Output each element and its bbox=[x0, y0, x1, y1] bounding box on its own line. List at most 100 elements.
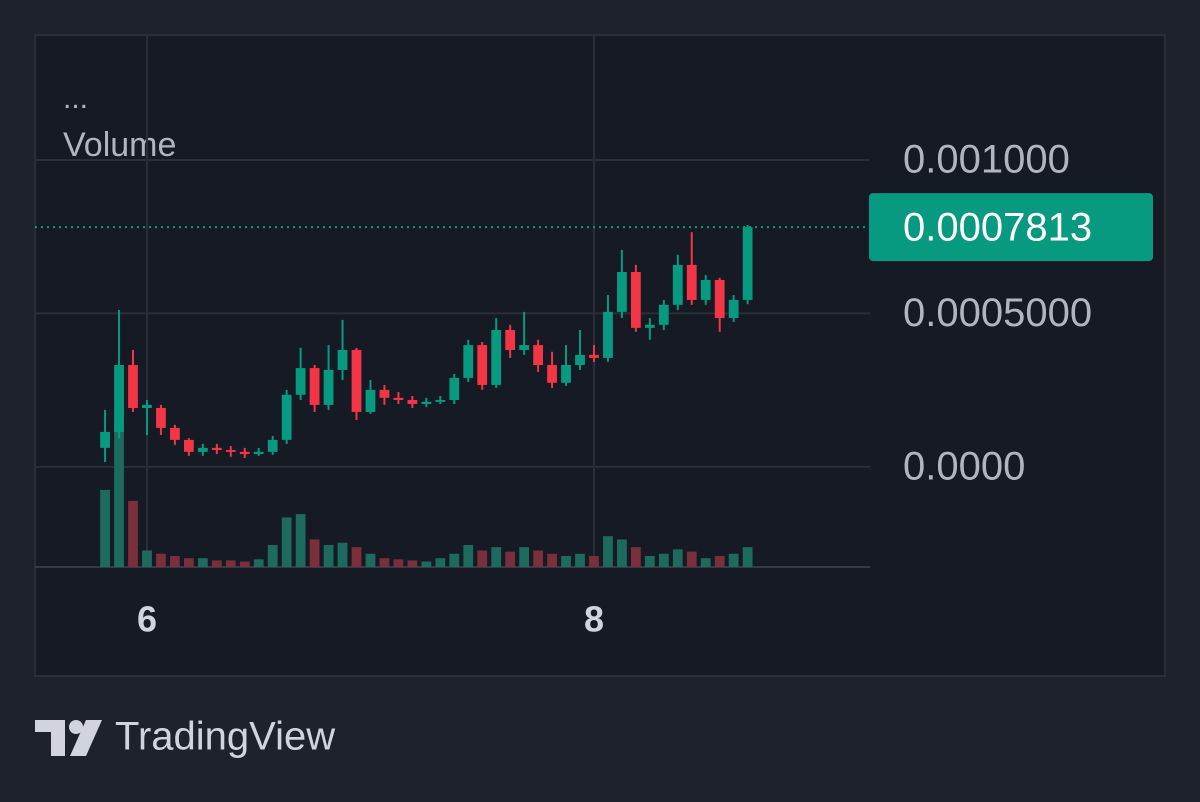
candle-body bbox=[156, 407, 166, 428]
candle-body bbox=[379, 389, 390, 398]
volume-bar bbox=[114, 423, 124, 567]
candle-body bbox=[477, 345, 488, 385]
volume-bar bbox=[672, 549, 683, 567]
candle-body bbox=[449, 377, 460, 401]
volume-bar bbox=[435, 558, 446, 567]
candle-body bbox=[142, 404, 152, 408]
volume-bar bbox=[170, 555, 180, 567]
y-tick-label: 0.001000 bbox=[903, 138, 1070, 182]
candle-body bbox=[617, 271, 627, 312]
candle-body bbox=[267, 439, 278, 452]
volume-bar bbox=[267, 544, 278, 567]
volume-bar bbox=[393, 559, 404, 567]
candle-body bbox=[519, 345, 530, 350]
volume-bar bbox=[183, 558, 194, 567]
volume-bar bbox=[100, 489, 110, 567]
y-tick-label: 0.0005000 bbox=[903, 291, 1092, 335]
candle-body bbox=[491, 330, 502, 385]
candle-body bbox=[183, 439, 194, 452]
volume-bar bbox=[197, 558, 208, 567]
volume-bar bbox=[644, 555, 655, 567]
volume-bar bbox=[547, 553, 557, 567]
candle-body bbox=[197, 447, 208, 452]
last-price-badge bbox=[869, 193, 1153, 262]
candle-body bbox=[728, 299, 739, 319]
volume-bar bbox=[700, 558, 711, 567]
volume-bar bbox=[491, 547, 502, 567]
candle-body bbox=[295, 368, 306, 395]
candle-body bbox=[407, 400, 418, 404]
candle-body bbox=[170, 427, 180, 440]
candle-body bbox=[658, 304, 669, 325]
volume-label: Volume bbox=[63, 126, 176, 164]
candle-body bbox=[225, 450, 236, 452]
volume-bar bbox=[658, 553, 669, 567]
candle-body bbox=[309, 368, 320, 405]
volume-bar bbox=[603, 536, 613, 567]
candle-body bbox=[463, 345, 474, 378]
candle-body bbox=[253, 451, 264, 455]
volume-bar bbox=[239, 561, 250, 567]
candle-body bbox=[644, 324, 655, 328]
x-tick-label: 6 bbox=[137, 599, 157, 640]
candle-body bbox=[714, 279, 725, 319]
candle-body bbox=[686, 264, 697, 300]
volume-bar bbox=[253, 559, 264, 567]
candle-body bbox=[533, 345, 543, 366]
candle-body bbox=[393, 397, 404, 401]
volume-bar bbox=[714, 555, 725, 567]
candle-body bbox=[239, 451, 250, 455]
volume-bar bbox=[142, 550, 152, 567]
candle-body bbox=[547, 365, 557, 383]
volume-bar bbox=[295, 514, 306, 567]
volume-bar bbox=[379, 558, 390, 567]
candle-body bbox=[700, 279, 711, 300]
candle-body bbox=[589, 354, 599, 358]
volume-bar bbox=[407, 560, 418, 567]
volume-bar bbox=[589, 555, 599, 567]
volume-bar bbox=[519, 547, 530, 567]
candle-body bbox=[365, 389, 376, 412]
candle-body bbox=[128, 365, 138, 408]
volume-bar bbox=[742, 547, 753, 567]
volume-bar bbox=[561, 555, 571, 567]
volume-bar bbox=[449, 553, 460, 567]
volume-bar bbox=[477, 550, 488, 567]
candle-body bbox=[603, 311, 613, 358]
volume-bar bbox=[309, 539, 320, 567]
last-price-label: 0.0007813 bbox=[903, 206, 1092, 250]
candle-body bbox=[630, 271, 641, 328]
volume-bar bbox=[463, 544, 474, 567]
brand[interactable]: TradingView bbox=[115, 715, 335, 759]
candle-body bbox=[575, 354, 585, 366]
volume-bar bbox=[211, 560, 222, 567]
candle-body bbox=[742, 227, 753, 300]
volume-bar bbox=[630, 547, 641, 567]
volume-bar bbox=[617, 539, 627, 567]
candle-body bbox=[211, 447, 222, 451]
volume-bar bbox=[421, 561, 432, 567]
candle-body bbox=[672, 264, 683, 305]
candle-body bbox=[561, 365, 571, 383]
legend-dots[interactable]: ... bbox=[63, 82, 88, 115]
y-tick-label: 0.0000 bbox=[903, 444, 1025, 488]
volume-bar bbox=[128, 500, 138, 567]
candle-body bbox=[435, 400, 446, 402]
candle-body bbox=[351, 349, 362, 412]
volume-bar bbox=[533, 550, 543, 567]
volume-bar bbox=[728, 553, 739, 567]
chart-panel bbox=[34, 34, 1166, 677]
volume-bar bbox=[365, 553, 376, 567]
volume-bar bbox=[156, 553, 166, 567]
volume-bar bbox=[505, 551, 516, 567]
candle-body bbox=[337, 349, 348, 370]
candle-body bbox=[421, 401, 432, 404]
candle-body bbox=[114, 365, 124, 432]
candle-body bbox=[323, 369, 334, 405]
volume-bar bbox=[575, 553, 585, 567]
candle-body bbox=[100, 431, 110, 448]
volume-bar bbox=[323, 544, 334, 567]
tradingview-logo bbox=[35, 720, 102, 756]
